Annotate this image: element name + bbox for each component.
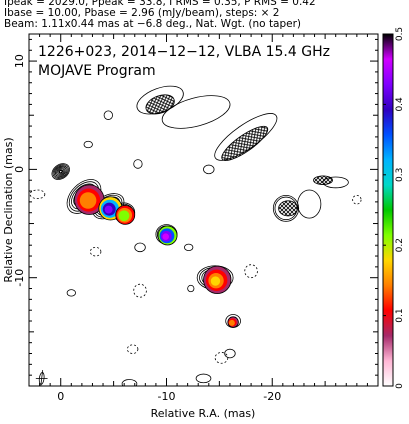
contour-ring <box>53 165 68 178</box>
hatched-layer <box>145 94 333 217</box>
colorbar-tick-label: 0.2 <box>395 238 405 252</box>
hatched-region <box>145 94 175 115</box>
contour-ring <box>297 189 322 219</box>
colorbar-tick-label: 0.5 <box>395 27 405 41</box>
polarization-ring <box>82 195 93 206</box>
polarization-ring <box>162 233 169 240</box>
negative-contour <box>352 194 362 205</box>
negative-contour <box>29 189 46 200</box>
beam-layer <box>35 370 48 386</box>
polarization-outline <box>227 316 239 328</box>
negative-contour <box>214 352 229 364</box>
small-contour <box>134 242 146 253</box>
y-tick-label: 10 <box>13 54 26 68</box>
negative-contour-layer <box>29 189 362 364</box>
small-contour <box>121 379 138 386</box>
polarization-spot <box>227 316 239 328</box>
contour-ring <box>51 163 70 180</box>
polarization-layer <box>74 184 239 328</box>
contour-ring <box>54 166 67 177</box>
polarization-outline <box>203 265 232 295</box>
negative-contour <box>133 283 147 298</box>
x-tick-label: -10 <box>158 390 176 403</box>
y-tick-label: -10 <box>13 269 26 287</box>
beam-axis <box>40 370 44 386</box>
negative-contour <box>89 246 102 257</box>
x-tick-label: -20 <box>263 390 281 403</box>
x-axis-label: Relative R.A. (mas) <box>151 407 256 420</box>
hatched-region <box>313 175 333 185</box>
contour-ring <box>52 164 69 179</box>
header-line-3: Beam: 1.11x0.44 mas at −6.8 deg., Nat. W… <box>4 18 302 30</box>
hatched-region <box>221 125 269 161</box>
y-tick-label: 0 <box>13 166 26 173</box>
hatched-region <box>278 200 299 217</box>
polarization-ring <box>104 205 113 214</box>
small-contour <box>224 348 236 359</box>
contour-ring <box>58 169 64 174</box>
polarization-ring <box>210 276 221 286</box>
polarization-spot <box>115 204 136 225</box>
small-contour <box>195 373 212 384</box>
contour-layer <box>51 85 349 386</box>
contour-ring <box>56 167 66 176</box>
polarization-spot <box>74 184 105 215</box>
polarization-ring <box>229 321 234 326</box>
small-contour <box>203 164 215 175</box>
colorbar-tick-label: 0.1 <box>395 308 405 322</box>
small-contour <box>187 284 195 293</box>
contour-ring <box>272 194 300 222</box>
polarization-outline <box>115 204 136 225</box>
axis-ticks: 0 -10 -20 10 0 -10 <box>13 34 379 403</box>
small-contour <box>103 110 113 120</box>
map-title: 1226+023, 2014−12−12, VLBA 15.4 GHz <box>38 44 330 60</box>
small-contour <box>83 140 93 149</box>
polarization-spot <box>203 265 232 295</box>
header-line-1: Ipeak = 2029.0, Ppeak = 33.8, I RMS = 0.… <box>4 0 316 8</box>
negative-contour <box>126 344 139 354</box>
contour-ring <box>59 169 63 174</box>
small-contour <box>133 159 143 169</box>
polarization-outline <box>157 225 178 246</box>
contour-ring <box>57 168 65 175</box>
colorbar-ticks: 0 0.1 0.2 0.3 0.4 0.5 <box>383 27 405 389</box>
small-contour <box>66 289 76 297</box>
header-line-2: Ibase = 10.00, Pbase = 2.96 (mJy/beam), … <box>4 7 280 19</box>
y-axis-label: Relative Declination (mas) <box>2 137 15 282</box>
x-tick-label: 0 <box>57 390 64 403</box>
colorbar <box>382 33 394 387</box>
polarization-spot <box>157 225 178 246</box>
map-subtitle: MOJAVE Program <box>38 63 156 79</box>
colorbar-tick-label: 0.3 <box>395 168 405 182</box>
contour-ring <box>161 95 231 129</box>
colorbar-tick-label: 0.4 <box>395 97 405 112</box>
colorbar-tick-label: 0 <box>395 383 405 389</box>
plot-frame <box>28 33 379 387</box>
plot-area <box>29 85 362 386</box>
polarization-ring <box>120 212 127 220</box>
negative-contour <box>244 264 258 279</box>
small-contour <box>184 243 194 252</box>
